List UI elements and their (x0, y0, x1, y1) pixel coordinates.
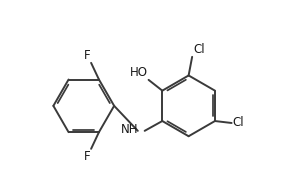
Text: F: F (84, 150, 91, 163)
Text: Cl: Cl (233, 116, 244, 130)
Text: Cl: Cl (193, 43, 205, 56)
Text: F: F (84, 49, 91, 62)
Text: NH: NH (121, 123, 139, 136)
Text: HO: HO (130, 66, 148, 79)
